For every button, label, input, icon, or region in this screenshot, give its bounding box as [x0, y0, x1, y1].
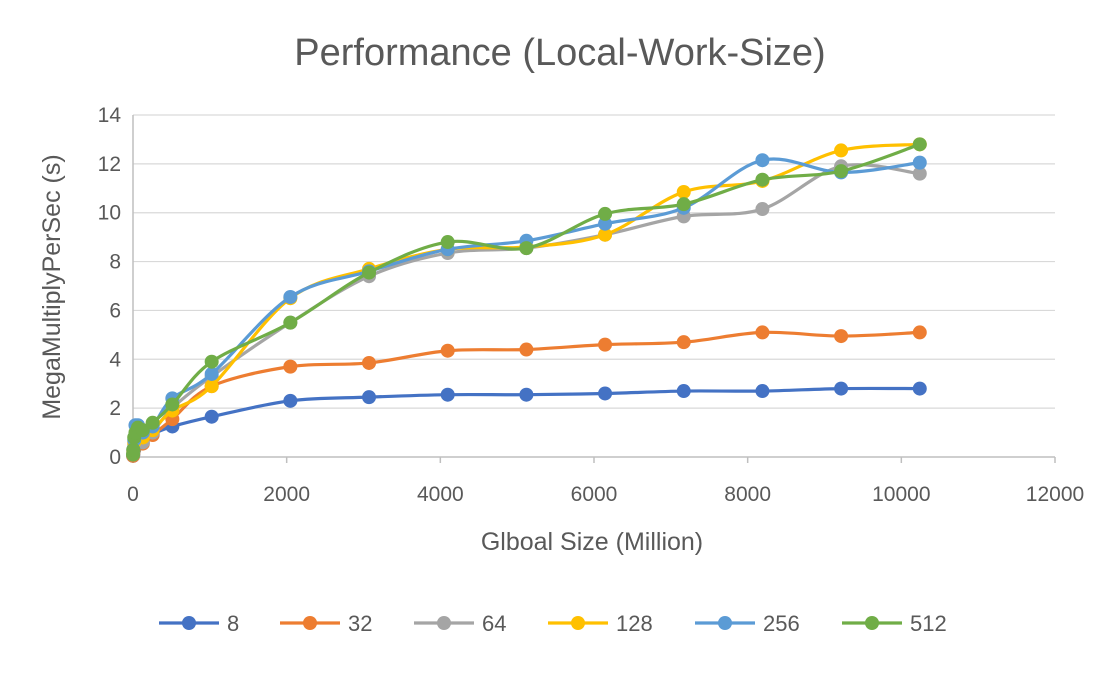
data-point [676, 197, 691, 212]
y-axis-title: MegaMultiplyPerSec (s) [38, 154, 66, 419]
series-8 [126, 381, 927, 463]
data-point [204, 354, 219, 369]
data-point [912, 155, 927, 170]
series-group [126, 137, 927, 463]
data-point [283, 315, 298, 330]
data-point [598, 227, 613, 242]
data-point [834, 329, 849, 344]
x-axis-title: Glboal Size (Million) [481, 528, 703, 556]
legend-label: 8 [227, 611, 239, 636]
legend-label: 256 [763, 611, 800, 636]
data-point [834, 381, 849, 396]
grid-lines [133, 114, 1055, 409]
data-point [362, 265, 377, 280]
series-line-64 [131, 163, 922, 457]
legend-marker [865, 616, 879, 630]
x-tick-label: 12000 [1026, 483, 1084, 506]
data-point [283, 289, 298, 304]
x-tick-label: 2000 [263, 483, 310, 506]
legend-marker [571, 616, 585, 630]
legend-item-32: 32 [280, 611, 372, 636]
legend-label: 512 [910, 611, 947, 636]
data-point [204, 409, 219, 424]
data-point [598, 386, 613, 401]
data-point [283, 359, 298, 374]
data-point [204, 379, 219, 394]
data-point [519, 387, 534, 402]
data-point [755, 202, 770, 217]
y-tick-labels: 0 2 4 6 8 10 12 14 [98, 104, 122, 469]
data-point [912, 325, 927, 340]
legend-marker [303, 616, 317, 630]
legend: 8 32 64 128 256 512 [159, 611, 947, 636]
series-128 [126, 137, 927, 462]
data-point [912, 381, 927, 396]
legend-label: 64 [482, 611, 506, 636]
x-tick-label: 6000 [571, 483, 618, 506]
data-point [440, 343, 455, 358]
x-tick-label: 4000 [417, 483, 464, 506]
x-tick-label: 0 [127, 483, 139, 506]
data-point [204, 366, 219, 381]
legend-label: 128 [616, 611, 653, 636]
y-tick-label: 12 [98, 153, 121, 176]
data-point [165, 397, 180, 412]
x-tick-label: 8000 [724, 483, 771, 506]
legend-item-128: 128 [548, 611, 653, 636]
x-tick-label: 10000 [872, 483, 930, 506]
legend-item-64: 64 [414, 611, 506, 636]
data-point [598, 206, 613, 221]
axes [132, 115, 1056, 463]
legend-item-8: 8 [159, 611, 239, 636]
data-point [598, 337, 613, 352]
data-point [755, 153, 770, 168]
legend-marker [182, 616, 196, 630]
y-tick-label: 0 [109, 446, 121, 469]
y-tick-label: 10 [98, 202, 121, 225]
legend-marker [718, 616, 732, 630]
data-point [912, 166, 927, 181]
x-tick-labels: 0 2000 4000 6000 8000 10000 12000 [127, 483, 1084, 506]
data-point [834, 143, 849, 158]
data-point [362, 390, 377, 405]
legend-item-512: 512 [842, 611, 947, 636]
data-point [519, 342, 534, 357]
legend-item-256: 256 [695, 611, 800, 636]
data-point [598, 216, 613, 231]
chart-title: Performance (Local-Work-Size) [294, 32, 825, 74]
legend-label: 32 [348, 611, 372, 636]
data-point [676, 384, 691, 399]
data-point [135, 423, 150, 438]
data-point [755, 172, 770, 187]
y-tick-label: 4 [109, 348, 121, 371]
data-point [440, 387, 455, 402]
data-point [755, 384, 770, 399]
data-point [676, 184, 691, 199]
y-tick-label: 8 [109, 251, 121, 274]
y-tick-label: 14 [98, 104, 122, 127]
data-point [145, 415, 160, 430]
series-line-256 [131, 157, 922, 457]
data-point [440, 235, 455, 250]
y-tick-label: 2 [109, 397, 121, 420]
data-point [283, 393, 298, 408]
data-point [755, 325, 770, 340]
series-256 [126, 153, 927, 462]
legend-marker [437, 616, 451, 630]
y-tick-label: 6 [109, 299, 121, 322]
data-point [126, 442, 141, 457]
data-point [912, 137, 927, 152]
data-point [676, 335, 691, 350]
data-point [834, 164, 849, 179]
data-point [362, 355, 377, 370]
series-512 [126, 137, 927, 462]
data-point [519, 241, 534, 256]
